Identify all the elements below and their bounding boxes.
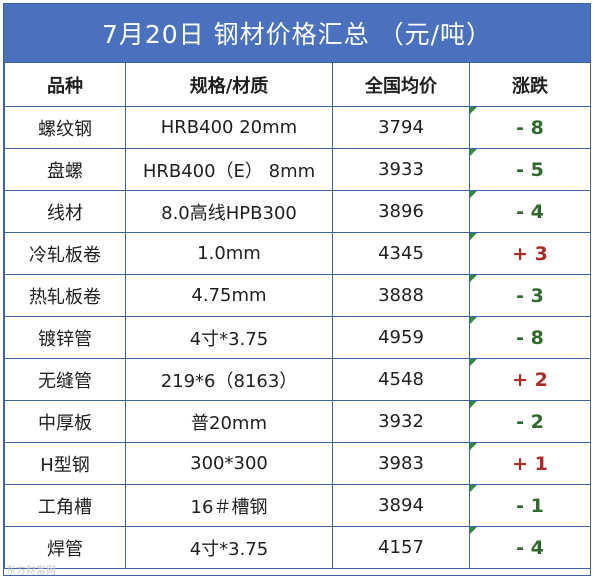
cell-variety: 盘螺	[4, 148, 126, 191]
cell-price: 4959	[332, 316, 470, 359]
cell-spec: 4寸*3.75	[125, 316, 333, 359]
cell-variety: 无缝管	[4, 358, 126, 401]
table-row: 镀锌管 4寸*3.75 4959- 8	[4, 316, 591, 359]
table-row: 盘螺 HRB400（E） 8mm 3933- 5	[4, 148, 591, 191]
table-row: 工角槽 16＃槽钢 3894- 1	[4, 484, 591, 527]
cell-variety: 冷轧板卷	[4, 232, 126, 275]
watermark-logo: 东方财富网	[6, 566, 56, 577]
cell-variety: 工角槽	[4, 484, 126, 527]
cell-price: 3896	[332, 190, 470, 233]
cell-price: 4157	[332, 526, 470, 569]
cell-spec: 16＃槽钢	[125, 484, 333, 527]
cell-change: - 3	[469, 274, 591, 317]
table-row: 热轧板卷 4.75mm 3888- 3	[4, 274, 591, 317]
cell-price: 3894	[332, 484, 470, 527]
header-spec: 规格/材质	[125, 62, 333, 107]
cell-spec: 1.0mm	[125, 232, 333, 275]
cell-change: + 2	[469, 358, 591, 401]
cell-change: - 2	[469, 400, 591, 443]
cell-spec: 300*300	[125, 442, 333, 485]
table-row: 中厚板 普20mm 3932- 2	[4, 400, 591, 443]
cell-variety: H型钢	[4, 442, 126, 485]
table-row: 线材 8.0高线HPB300 3896- 4	[4, 190, 591, 233]
cell-variety: 热轧板卷	[4, 274, 126, 317]
cell-price: 3983	[332, 442, 470, 485]
cell-change: - 1	[469, 484, 591, 527]
cell-change: - 4	[469, 190, 591, 233]
table-row: 焊管 4寸*3.75 4157- 4	[4, 526, 591, 569]
table-row: 冷轧板卷 1.0mm 4345 + 3	[4, 232, 591, 275]
cell-variety: 焊管	[4, 526, 126, 569]
cell-price: 3933	[332, 148, 470, 191]
cell-price: 4345	[332, 232, 470, 275]
table-row: 螺纹钢 HRB400 20mm 3794- 8	[4, 106, 591, 149]
cell-variety: 中厚板	[4, 400, 126, 443]
header-change: 涨跌	[469, 62, 591, 107]
cell-variety: 螺纹钢	[4, 106, 126, 149]
cell-change: - 4	[469, 526, 591, 569]
cell-price: 3888	[332, 274, 470, 317]
header-price: 全国均价	[332, 62, 470, 107]
cell-change: - 8	[469, 106, 591, 149]
page-title: 7月20日 钢材价格汇总 （元/吨）	[4, 4, 590, 62]
cell-price: 3794	[332, 106, 470, 149]
cell-spec: 4.75mm	[125, 274, 333, 317]
cell-variety: 线材	[4, 190, 126, 233]
cell-spec: 219*6（8163）	[125, 358, 333, 401]
cell-variety: 镀锌管	[4, 316, 126, 359]
header-variety: 品种	[4, 62, 126, 107]
table-row: 无缝管 219*6（8163） 4548 + 2	[4, 358, 591, 401]
cell-spec: HRB400（E） 8mm	[125, 148, 333, 191]
cell-price: 4548	[332, 358, 470, 401]
cell-spec: HRB400 20mm	[125, 106, 333, 149]
table-row: H型钢 300*300 3983 + 1	[4, 442, 591, 485]
table-frame	[3, 3, 591, 576]
cell-spec: 普20mm	[125, 400, 333, 443]
price-table: 品种 规格/材质 全国均价 涨跌 螺纹钢 HRB400 20mm 3794- 8 盘…	[4, 62, 591, 569]
cell-change: + 3	[469, 232, 591, 275]
cell-spec: 4寸*3.75	[125, 526, 333, 569]
cell-change: - 5	[469, 148, 591, 191]
cell-change: + 1	[469, 442, 591, 485]
cell-price: 3932	[332, 400, 470, 443]
cell-spec: 8.0高线HPB300	[125, 190, 333, 233]
cell-change: - 8	[469, 316, 591, 359]
header-row: 品种 规格/材质 全国均价 涨跌	[4, 62, 591, 107]
